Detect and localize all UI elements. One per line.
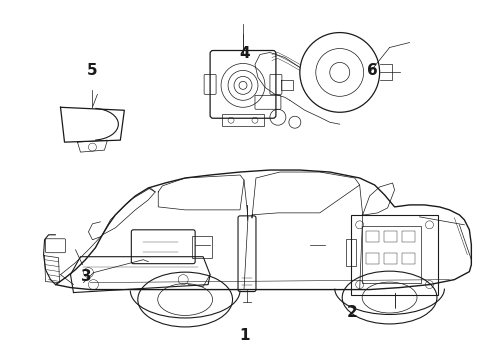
Text: 6: 6 — [367, 63, 377, 78]
Text: 4: 4 — [240, 46, 250, 61]
Text: 1: 1 — [240, 328, 250, 343]
Text: 5: 5 — [87, 63, 98, 78]
Text: 2: 2 — [347, 305, 358, 320]
Text: 3: 3 — [81, 269, 92, 284]
